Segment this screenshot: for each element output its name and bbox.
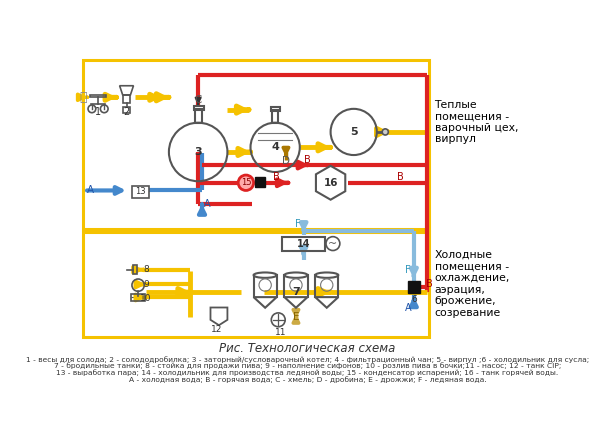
Text: B: B [433,272,440,282]
Bar [255,178,265,187]
Bar [83,60,429,229]
Bar [195,109,202,123]
Text: B: B [304,155,311,165]
Bar [123,95,130,103]
Text: А - холодная вода; В - горячая вода; С - хмель; D - дробина; Е - дрожжи; F - лед: А - холодная вода; В - горячая вода; С -… [128,376,487,383]
Text: 7: 7 [292,287,300,297]
Text: 14: 14 [297,239,310,249]
Text: 15: 15 [241,178,251,187]
Text: D: D [282,156,290,166]
Text: 10: 10 [140,294,152,303]
Text: A: A [405,303,412,313]
Text: 11: 11 [275,328,286,336]
Circle shape [238,175,254,190]
Text: B: B [274,172,280,182]
Text: A: A [87,186,94,195]
Bar [91,95,106,97]
Bar [83,232,429,337]
Text: 8: 8 [143,265,149,274]
Bar [133,265,137,275]
Text: 4: 4 [271,142,279,152]
Bar [407,280,420,293]
Bar [132,186,149,198]
Text: 16: 16 [323,178,338,188]
Text: 6: 6 [411,295,416,303]
Text: Теплые
помещения -
варочный цех,
вирпул: Теплые помещения - варочный цех, вирпул [434,100,518,144]
Text: Рис. Технологическая схема: Рис. Технологическая схема [220,342,395,355]
Text: 5: 5 [350,127,358,137]
Bar [123,106,130,113]
Text: C: C [194,95,202,105]
Text: 1 - весы для солода; 2 - солододробилка; 3 - заторный/сусловарочный котел; 4 - ф: 1 - весы для солода; 2 - солододробилка;… [26,356,589,363]
Bar [272,110,278,123]
Text: F: F [433,287,439,297]
Bar [271,107,280,111]
Text: Холодные
помещения -
охлаждение,
аэрация,
брожение,
созревание: Холодные помещения - охлаждение, аэрация… [434,250,510,318]
Bar [194,106,203,109]
Circle shape [382,129,388,135]
Text: 2: 2 [124,107,130,117]
Text: B: B [426,279,433,289]
Text: 7 - бродильные танки; 8 - стойка для продажи пива; 9 - наполнение сифонов; 10 - : 7 - бродильные танки; 8 - стойка для про… [54,363,561,369]
Text: 3: 3 [194,147,202,157]
Text: 1: 1 [95,107,101,117]
Text: 9: 9 [143,280,149,289]
Text: F: F [295,219,301,229]
Text: 13: 13 [135,187,146,197]
Bar [282,237,325,251]
Text: 13 - выработка пара; 14 - холодильник для производства ледяной воды; 15 - конден: 13 - выработка пара; 14 - холодильник дл… [56,369,559,376]
Text: ⬛: ⬛ [79,91,86,104]
Text: E: E [293,312,299,322]
Text: F: F [405,265,410,275]
Text: B: B [397,172,403,182]
Text: ~: ~ [328,239,338,249]
Bar [131,294,145,301]
Text: A: A [204,198,211,209]
Text: 12: 12 [211,325,223,334]
